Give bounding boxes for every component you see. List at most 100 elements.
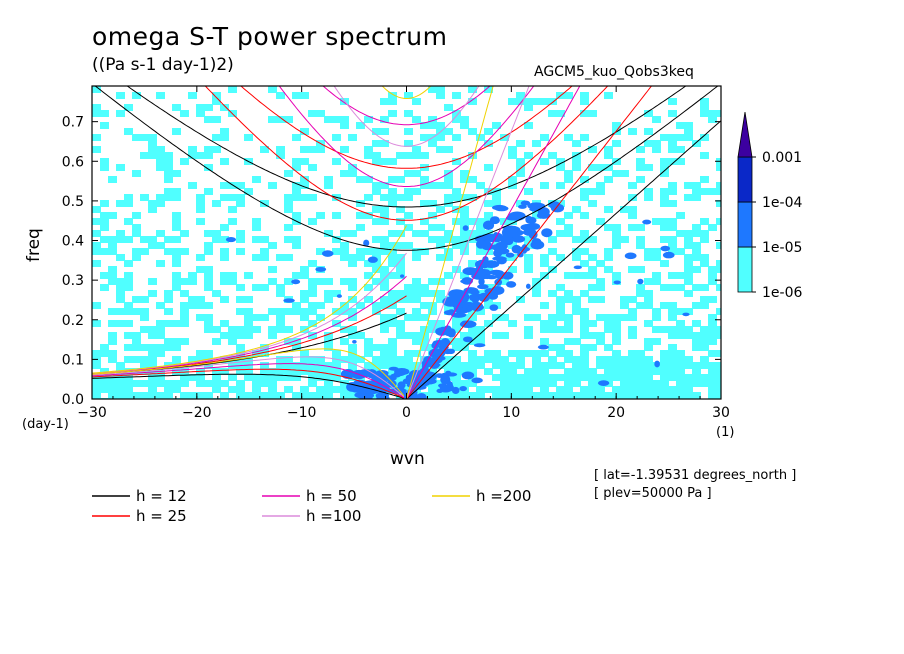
shading-patch-1e-05	[624, 252, 637, 260]
shading-cell-1e-06	[684, 326, 693, 333]
shading-patch-1e-05	[483, 260, 500, 268]
shading-cell-1e-06	[564, 368, 573, 375]
shading-cell-1e-06	[700, 362, 709, 369]
shading-cell-1e-06	[540, 320, 549, 327]
shading-cell-1e-06	[532, 98, 541, 105]
shading-cell-1e-06	[420, 122, 429, 129]
y-axis-label: freq	[24, 228, 44, 262]
shading-cell-1e-06	[404, 170, 413, 177]
shading-cell-1e-06	[604, 254, 613, 261]
shading-cell-1e-06	[388, 296, 397, 303]
shading-cell-1e-06	[364, 362, 373, 369]
shading-cell-1e-06	[348, 284, 357, 291]
shading-cell-1e-06	[228, 332, 237, 339]
legend-label: h =200	[476, 487, 531, 505]
shading-cell-1e-06	[580, 350, 589, 357]
shading-cell-1e-06	[596, 188, 605, 195]
shading-cell-1e-06	[244, 374, 253, 381]
shading-cell-1e-06	[484, 212, 493, 219]
shading-cell-1e-06	[252, 284, 261, 291]
shading-cell-1e-06	[116, 392, 125, 399]
shading-cell-1e-06	[396, 356, 405, 363]
shading-cell-1e-06	[708, 278, 717, 285]
shading-cell-1e-06	[212, 290, 221, 297]
shading-patch-1e-05	[451, 312, 467, 318]
shading-cell-1e-06	[444, 230, 453, 237]
shading-cell-1e-06	[324, 296, 333, 303]
shading-cell-1e-06	[276, 284, 285, 291]
dispersion-curve-h50-ig1	[278, 86, 535, 187]
shading-cell-1e-06	[388, 350, 397, 357]
shading-cell-1e-06	[124, 284, 133, 291]
shading-cell-1e-06	[108, 332, 117, 339]
shading-cell-1e-06	[364, 152, 373, 159]
shading-cell-1e-06	[532, 314, 541, 321]
shading-cell-1e-06	[676, 350, 685, 357]
shading-patch-1e-05	[454, 291, 470, 302]
shading-cell-1e-06	[148, 236, 157, 243]
shading-cell-1e-06	[460, 314, 469, 321]
shading-cell-1e-06	[604, 374, 613, 381]
shading-cell-1e-06	[156, 374, 165, 381]
shading-patch-1e-05	[367, 256, 378, 263]
shading-cell-1e-06	[300, 296, 309, 303]
shading-cell-1e-06	[348, 170, 357, 177]
shading-cell-1e-06	[404, 332, 413, 339]
shading-cell-1e-06	[364, 296, 373, 303]
shading-cell-1e-06	[708, 326, 717, 333]
shading-cell-1e-06	[716, 284, 721, 291]
shading-patch-1e-05	[550, 203, 565, 213]
shading-cell-1e-06	[196, 254, 205, 261]
shading-cell-1e-06	[156, 392, 165, 399]
shading-cell-1e-06	[604, 248, 613, 255]
shading-cell-1e-06	[188, 392, 197, 399]
shading-cell-1e-06	[468, 392, 477, 399]
shading-cell-1e-06	[684, 380, 693, 387]
shading-cell-1e-06	[260, 362, 269, 369]
shading-cell-1e-06	[156, 350, 165, 357]
shading-patch-1e-05	[484, 288, 496, 295]
shading-cell-1e-06	[428, 326, 437, 333]
shading-cell-1e-06	[676, 320, 685, 327]
shading-patch-1e-05	[443, 309, 455, 316]
shading-cell-1e-06	[316, 356, 325, 363]
shading-cell-1e-06	[596, 314, 605, 321]
shading-cell-1e-06	[92, 146, 101, 153]
shading-cell-1e-06	[100, 380, 109, 387]
shading-cell-1e-06	[644, 296, 653, 303]
shading-cell-1e-06	[476, 290, 485, 297]
shading-cell-1e-06	[412, 350, 421, 357]
shading-cell-1e-06	[612, 224, 621, 231]
shading-cell-1e-06	[324, 386, 333, 393]
shading-cell-1e-06	[92, 134, 101, 141]
shading-cell-1e-06	[700, 380, 709, 387]
shading-cell-1e-06	[308, 110, 317, 117]
shading-cell-1e-06	[300, 386, 309, 393]
shading-cell-1e-06	[428, 116, 437, 123]
shading-cell-1e-06	[580, 212, 589, 219]
shading-cell-1e-06	[620, 296, 629, 303]
shading-cell-1e-06	[300, 308, 309, 315]
shading-cell-1e-06	[204, 326, 213, 333]
shading-cell-1e-06	[420, 134, 429, 141]
shading-cell-1e-06	[292, 302, 301, 309]
shading-cell-1e-06	[716, 368, 721, 375]
shading-cell-1e-06	[508, 266, 517, 273]
shading-cell-1e-06	[460, 272, 469, 279]
shading-cell-1e-06	[716, 242, 721, 249]
shading-patch-1e-05	[462, 225, 469, 231]
shading-cell-1e-06	[500, 278, 509, 285]
shading-cell-1e-06	[564, 170, 573, 177]
shading-cell-1e-06	[140, 248, 149, 255]
colorbar-label: 1e-04	[762, 195, 802, 211]
shading-cell-1e-06	[100, 350, 109, 357]
shading-cell-1e-06	[556, 374, 565, 381]
shading-cell-1e-06	[628, 332, 637, 339]
shading-cell-1e-06	[236, 194, 245, 201]
shading-cell-1e-06	[116, 284, 125, 291]
shading-cell-1e-06	[132, 356, 141, 363]
shading-cell-1e-06	[596, 182, 605, 189]
shading-cell-1e-06	[492, 122, 501, 129]
shading-cell-1e-06	[388, 158, 397, 165]
shading-cell-1e-06	[612, 236, 621, 243]
